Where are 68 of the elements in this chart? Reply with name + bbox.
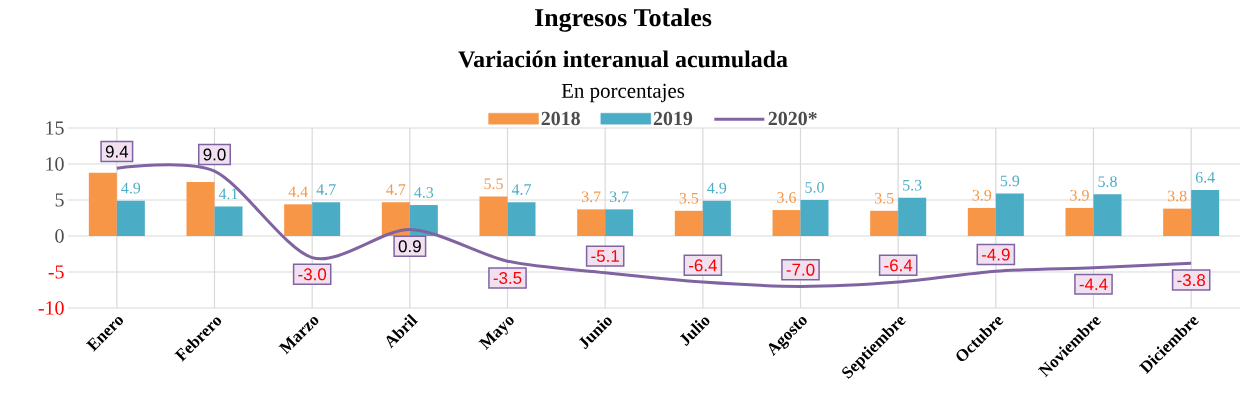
- data-label: -5.1: [591, 250, 619, 262]
- bar: [479, 196, 508, 236]
- chart-title: Ingresos Totales: [535, 8, 712, 32]
- data-label: -3.8: [1177, 274, 1206, 287]
- data-label: -6.4: [884, 259, 913, 272]
- data-label: 9.0: [203, 148, 226, 161]
- data-label: -3.5: [493, 271, 522, 284]
- chart-subtitle: Variación interanual acumulada: [458, 50, 788, 68]
- y-tick-label: 5: [55, 193, 64, 207]
- data-label: 3.7: [609, 191, 629, 203]
- data-label: 3.9: [972, 189, 992, 201]
- data-label: -4.4: [1079, 278, 1108, 291]
- data-label: 9.4: [105, 145, 129, 158]
- data-label: -4.9: [981, 248, 1010, 261]
- data-label: 4.9: [121, 182, 141, 194]
- data-label: 3.5: [679, 192, 699, 204]
- y-tick-label: 10: [46, 157, 64, 171]
- bar: [1163, 208, 1192, 236]
- data-label: 4.1: [218, 188, 238, 200]
- data-label: 4.7: [386, 184, 406, 195]
- data-label: 5.9: [1000, 175, 1020, 187]
- bar: [507, 202, 536, 236]
- bar: [116, 200, 145, 236]
- y-tick-label: 15: [46, 121, 64, 135]
- data-label: 4.3: [414, 187, 434, 198]
- data-label: 3.9: [1070, 189, 1089, 201]
- data-label: -7.0: [786, 263, 815, 276]
- bar: [605, 209, 634, 236]
- bar: [870, 210, 899, 236]
- bar: [312, 202, 341, 236]
- bar: [898, 197, 927, 236]
- bar: [1191, 189, 1220, 236]
- data-label: -6.4: [688, 259, 717, 272]
- data-label: 5.5: [484, 178, 503, 190]
- bar: [800, 200, 829, 236]
- y-tick-label: 0: [55, 229, 64, 243]
- bar: [186, 182, 215, 236]
- bar: [1065, 207, 1094, 236]
- bar: [674, 210, 703, 236]
- bar: [284, 204, 313, 236]
- data-label: 3.7: [581, 191, 601, 203]
- data-label: 0.9: [398, 240, 421, 253]
- y-tick-label: -10: [38, 301, 64, 315]
- y-tick-label: -5: [48, 265, 64, 279]
- data-label: 4.9: [707, 182, 727, 194]
- bar: [995, 193, 1024, 236]
- legend-label: 2018: [541, 111, 580, 126]
- bar: [214, 206, 243, 236]
- data-label: 4.7: [316, 184, 336, 195]
- data-label: 3.8: [1167, 190, 1187, 202]
- bar: [1093, 194, 1122, 236]
- data-label: 5.0: [805, 181, 824, 193]
- bar: [772, 210, 801, 236]
- legend-label: 2019: [653, 111, 693, 126]
- bar: [967, 207, 996, 236]
- data-label: 3.6: [777, 192, 796, 203]
- data-label: -3.0: [298, 268, 327, 281]
- bar: [577, 209, 606, 236]
- data-label: 4.7: [511, 184, 532, 195]
- legend-label: 2020*: [768, 111, 817, 126]
- data-label: 5.3: [903, 179, 922, 191]
- bar: [88, 172, 117, 236]
- data-label: 6.4: [1195, 171, 1215, 183]
- bar: [702, 200, 731, 236]
- data-label: 4.4: [288, 186, 308, 198]
- data-label: 5.8: [1098, 176, 1117, 188]
- text: En porcentajes: [561, 83, 685, 103]
- data-label: 3.5: [874, 192, 894, 204]
